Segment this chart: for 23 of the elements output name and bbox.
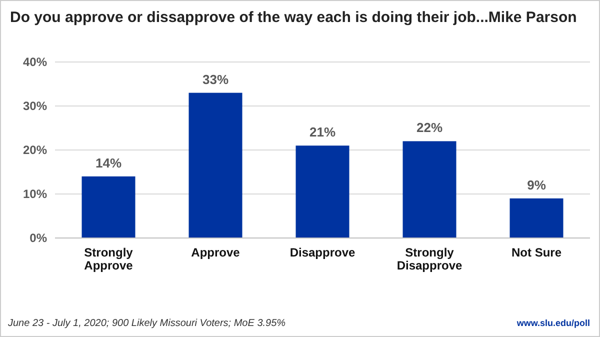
x-tick-label: Strongly Approve (84, 246, 134, 273)
bar (510, 198, 564, 238)
bar (188, 92, 242, 238)
x-tick-label: Not Sure (511, 246, 562, 260)
y-tick-label: 10% (22, 186, 48, 201)
x-tick-label: Disapprove (290, 246, 356, 260)
y-tick-label: 40% (22, 54, 48, 69)
data-label: 21% (309, 124, 336, 140)
y-tick-label: 20% (22, 142, 48, 157)
bar (402, 141, 456, 238)
data-label: 9% (527, 177, 546, 192)
x-tick-label: Approve (191, 246, 240, 260)
y-tick-label: 30% (22, 98, 48, 113)
data-label: 33% (202, 72, 229, 87)
y-tick-label: 0% (30, 230, 48, 245)
text: June 23 - July 1, 2020; 900 Likely Missouri Voters; MoE 3.95% (7, 318, 286, 329)
data-label: 14% (95, 155, 122, 170)
chart-title: Do you approve or dissapprove of the way each is doing their job...Mike Parson (10, 9, 577, 26)
bar (82, 176, 136, 238)
x-tick-label: Strongly Disapprove (396, 246, 462, 273)
data-label: 22% (416, 120, 443, 136)
text: www.slu.edu/poll (516, 318, 590, 328)
bar (296, 146, 350, 238)
